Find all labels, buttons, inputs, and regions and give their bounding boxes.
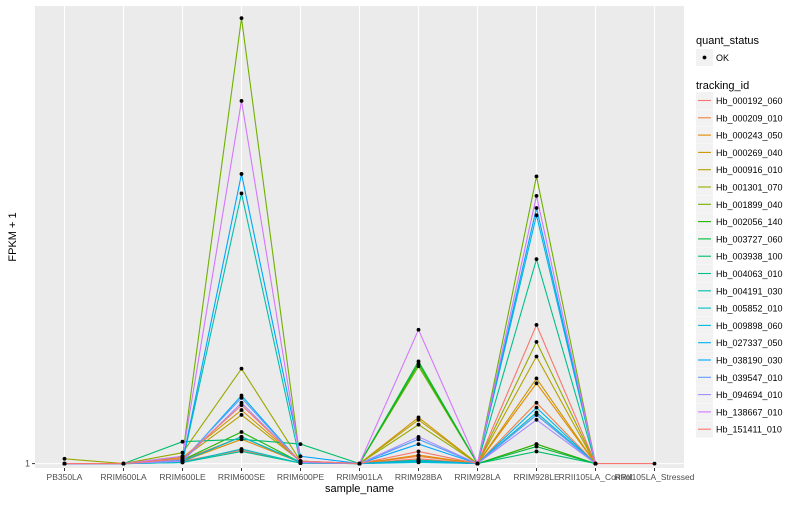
x-tick-label: RRIM928LE: [513, 472, 560, 482]
legend-label-Hb_003727_060: Hb_003727_060: [716, 234, 783, 244]
x-tick-label: RRIM600SE: [218, 472, 266, 482]
data-point: [534, 444, 539, 449]
x-tick-label: RRII105LA_Control: [559, 472, 633, 482]
legend-label-Hb_138667_010: Hb_138667_010: [716, 407, 783, 417]
legend-label-Hb_000916_010: Hb_000916_010: [716, 165, 783, 175]
data-point: [534, 354, 539, 359]
data-point: [534, 340, 539, 344]
legend-label-Hb_039547_010: Hb_039547_010: [716, 373, 783, 383]
x-tick-label: RRIM928LA: [454, 472, 501, 482]
data-point: [416, 359, 421, 364]
data-point: [298, 442, 303, 447]
data-point: [298, 454, 303, 459]
data-point: [416, 453, 421, 457]
legend-label-Hb_000269_040: Hb_000269_040: [716, 148, 783, 158]
data-point: [239, 366, 244, 371]
legend-label-Hb_094694_010: Hb_094694_010: [716, 390, 783, 400]
data-point: [534, 213, 539, 218]
data-point: [298, 459, 303, 464]
x-axis-title: sample_name: [325, 483, 394, 495]
legend-label-Hb_003938_100: Hb_003938_100: [716, 252, 783, 262]
legend-label-Hb_004191_030: Hb_004191_030: [716, 286, 783, 296]
legend-title-tracking-id: tracking_id: [696, 80, 749, 92]
data-point: [121, 461, 126, 466]
data-point: [239, 413, 244, 417]
data-point: [534, 449, 539, 454]
data-point: [534, 405, 539, 410]
data-point: [534, 400, 539, 405]
series-line-Hb_094694_010: [64, 402, 596, 465]
legend-label-Hb_004063_010: Hb_004063_010: [716, 269, 783, 279]
y-axis-title: FPKM + 1: [7, 212, 19, 261]
x-tick-label: RRIM600LE: [159, 472, 206, 482]
data-point: [357, 461, 362, 466]
legend-label-Hb_038190_030: Hb_038190_030: [716, 356, 783, 366]
x-tick-label: PB350LA: [47, 472, 83, 482]
data-point: [534, 413, 539, 417]
data-point: [62, 456, 67, 461]
data-point: [416, 459, 421, 464]
data-point: [239, 191, 244, 196]
x-tick-label: RRIM600LA: [100, 472, 147, 482]
x-tick-label: RRII105LA_Stressed: [615, 472, 695, 482]
legend-label-Hb_027337_050: Hb_027337_050: [716, 338, 783, 348]
data-point: [239, 408, 244, 412]
data-point: [593, 461, 598, 466]
data-point: [239, 16, 244, 21]
data-point: [180, 450, 185, 455]
data-point: [534, 381, 539, 386]
data-point: [475, 461, 480, 466]
legend-label-ok: OK: [716, 53, 729, 63]
legend-label-Hb_001899_040: Hb_001899_040: [716, 200, 783, 210]
series-line-Hb_003938_100: [64, 438, 596, 465]
data-point: [534, 322, 539, 327]
legend-label-Hb_151411_010: Hb_151411_010: [716, 425, 782, 435]
y-tick-label: 1: [25, 459, 30, 469]
data-point: [416, 417, 421, 422]
legend-label-Hb_001301_070: Hb_001301_070: [716, 183, 783, 193]
data-point: [416, 434, 421, 439]
data-point: [534, 174, 539, 179]
legend-label-Hb_000243_050: Hb_000243_050: [716, 131, 783, 141]
legend-label-Hb_009898_060: Hb_009898_060: [716, 321, 783, 331]
legend-label-Hb_000209_010: Hb_000209_010: [716, 113, 783, 123]
data-point: [416, 422, 421, 427]
legend-key-point: [702, 55, 707, 60]
data-point: [534, 376, 539, 381]
x-tick-label: RRIM600PE: [277, 472, 325, 482]
data-point: [239, 434, 244, 439]
legend-title-quant-status: quant_status: [696, 35, 759, 47]
data-point: [62, 461, 67, 466]
data-point: [239, 395, 244, 400]
data-point: [239, 403, 244, 408]
data-point: [239, 447, 244, 451]
data-point: [239, 430, 244, 434]
data-point: [416, 449, 421, 454]
legend-label-Hb_005852_010: Hb_005852_010: [716, 304, 783, 314]
data-point: [652, 461, 657, 466]
data-point: [534, 417, 539, 422]
data-point: [416, 442, 421, 447]
legend-label-Hb_000192_060: Hb_000192_060: [716, 96, 783, 106]
data-point: [180, 456, 185, 461]
data-point: [180, 439, 185, 444]
x-tick-label: RRIM928BA: [395, 472, 443, 482]
data-point: [534, 193, 539, 198]
data-point: [534, 257, 539, 262]
data-point: [534, 206, 539, 210]
x-tick-label: RRIM901LA: [336, 472, 383, 482]
data-point: [239, 99, 244, 103]
data-point: [239, 172, 244, 176]
legend-label-Hb_002056_140: Hb_002056_140: [716, 217, 783, 227]
data-point: [416, 327, 421, 332]
